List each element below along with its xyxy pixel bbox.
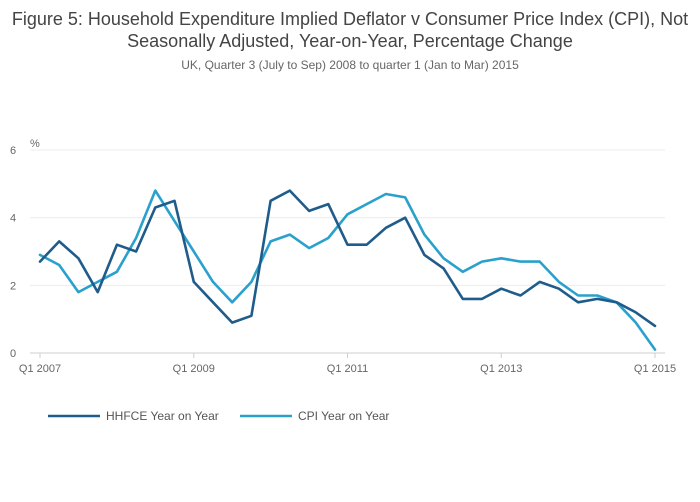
grid-lines [30,149,665,354]
series-line-hhfce-year-on-year [38,189,657,328]
x-tick-label: Q1 2009 [173,363,215,375]
chart-subtitle: UK, Quarter 3 (July to Sep) 2008 to quar… [181,58,519,72]
legend-item-cpi-year-on-year[interactable]: CPI Year on Year [240,409,389,423]
chart-title: Figure 5: Household Expenditure Implied … [11,9,689,51]
y-tick-label: 2 [10,280,16,292]
x-tick-label: Q1 2007 [19,363,61,375]
legend-label: CPI Year on Year [298,409,389,423]
x-tick-label: Q1 2011 [327,363,368,375]
y-tick-label: 4 [10,213,16,225]
x-tick-label: Q1 2013 [480,363,522,375]
legend-item-hhfce-year-on-year[interactable]: HHFCE Year on Year [48,409,219,423]
y-tick-label: 0 [10,348,16,360]
legend: HHFCE Year on Year CPI Year on Year [48,409,389,423]
x-axis-ticks: Q1 2007 Q1 2009 Q1 2011 Q1 2013 Q1 2015 [19,353,676,375]
x-tick-label: Q1 2015 [634,363,676,375]
legend-label: HHFCE Year on Year [106,409,219,423]
series-lines [38,189,657,351]
y-tick-label: 6 [10,145,16,157]
y-axis-ticks: 0 2 4 6 [10,145,16,360]
y-axis-label: % [30,138,40,150]
series-line-cpi-year-on-year [38,189,657,351]
